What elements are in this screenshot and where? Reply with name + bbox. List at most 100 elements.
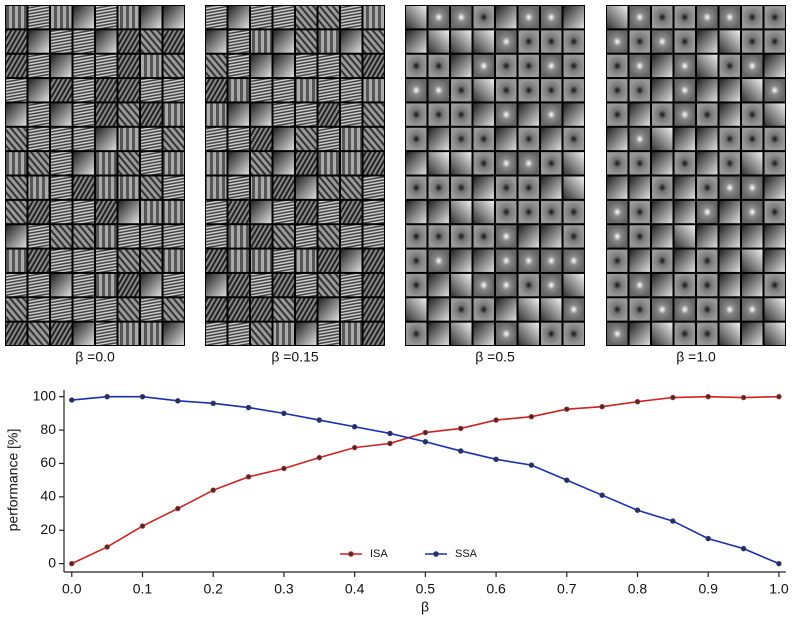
- filter-tile: [563, 6, 584, 29]
- filter-tile: [296, 249, 317, 272]
- filter-tile: [96, 127, 117, 151]
- filter-tile: [206, 200, 227, 224]
- filter-tile: [518, 322, 539, 345]
- filter-tile: [496, 273, 517, 297]
- filter-tile: [296, 103, 317, 126]
- filter-tile: [629, 200, 650, 224]
- filter-tile: [51, 152, 72, 175]
- filter-tile: [764, 200, 785, 224]
- filter-tile: [719, 322, 740, 345]
- filter-tile: [296, 79, 317, 102]
- filter-tile: [141, 79, 162, 102]
- data-point: [493, 456, 499, 462]
- filter-panels: [5, 5, 786, 346]
- filter-tile: [764, 298, 785, 321]
- filter-tile: [764, 176, 785, 199]
- filter-tile: [341, 152, 362, 175]
- filter-tile: [674, 79, 695, 102]
- filter-tile: [96, 322, 117, 345]
- filter-tile: [764, 30, 785, 53]
- filter-tile: [629, 298, 650, 321]
- filter-tile: [73, 200, 94, 224]
- data-point: [528, 414, 535, 420]
- filter-tile: [251, 6, 272, 29]
- filter-tile: [28, 79, 49, 102]
- filter-tile: [496, 54, 517, 78]
- filter-tile: [764, 6, 785, 29]
- filter-tile: [742, 152, 763, 175]
- filter-tile: [541, 127, 562, 151]
- filter-tile: [273, 30, 294, 53]
- filter-tile: [518, 249, 539, 272]
- filter-tile: [251, 79, 272, 102]
- filter-tile: [73, 54, 94, 78]
- filter-tile: [697, 30, 718, 53]
- filter-tile: [496, 6, 517, 29]
- filter-tile: [473, 152, 494, 175]
- filter-tile: [428, 298, 449, 321]
- filter-tile: [518, 225, 539, 248]
- filter-tile: [251, 298, 272, 321]
- filter-tile: [251, 127, 272, 151]
- filter-tile: [697, 103, 718, 126]
- filter-tile: [518, 298, 539, 321]
- filter-tile: [742, 176, 763, 199]
- filter-tile: [473, 103, 494, 126]
- filter-tile: [428, 176, 449, 199]
- filter-tile: [273, 103, 294, 126]
- filter-tile: [96, 225, 117, 248]
- filter-tile: [273, 249, 294, 272]
- data-point: [175, 505, 181, 512]
- data-point: [705, 535, 711, 542]
- filter-tile: [473, 322, 494, 345]
- filter-tile: [118, 249, 139, 272]
- filter-tile: [697, 176, 718, 199]
- filter-tile: [742, 249, 763, 272]
- filter-tile: [318, 127, 339, 151]
- filter-tile: [118, 127, 139, 151]
- filter-tile: [496, 176, 517, 199]
- filter-tile: [206, 103, 227, 126]
- filter-tile: [96, 249, 117, 272]
- filter-tile: [296, 298, 317, 321]
- filter-tile: [363, 176, 384, 199]
- filter-tile: [742, 273, 763, 297]
- filter-tile: [206, 30, 227, 53]
- filter-tile: [674, 30, 695, 53]
- filter-tile: [607, 273, 628, 297]
- filter-tile: [406, 103, 427, 126]
- filter-tile: [341, 103, 362, 126]
- filter-tile: [451, 176, 472, 199]
- filter-tile: [6, 30, 27, 53]
- filter-tile: [719, 298, 740, 321]
- data-point: [210, 400, 216, 407]
- data-point: [670, 394, 676, 401]
- filter-tile: [541, 225, 562, 248]
- filter-tile: [296, 225, 317, 248]
- filter-tile: [96, 273, 117, 297]
- filter-tile: [518, 152, 539, 175]
- filter-tile: [228, 127, 249, 151]
- filter-tile: [742, 79, 763, 102]
- filter-tile: [141, 176, 162, 199]
- filter-tile: [206, 54, 227, 78]
- filter-tile: [96, 6, 117, 29]
- data-point: [422, 429, 429, 436]
- filter-tile: [206, 79, 227, 102]
- filter-tile: [541, 54, 562, 78]
- filter-tile: [341, 249, 362, 272]
- filter-tile: [451, 79, 472, 102]
- x-tick-label: 0.7: [557, 581, 577, 597]
- filter-tile: [318, 152, 339, 175]
- filter-tile: [451, 225, 472, 248]
- data-point: [776, 560, 782, 567]
- filter-tile: [273, 298, 294, 321]
- filter-tile: [629, 322, 650, 345]
- filter-tile: [742, 322, 763, 345]
- filter-tile: [563, 298, 584, 321]
- filter-tile: [742, 30, 763, 53]
- filter-tile: [428, 103, 449, 126]
- filter-tile: [496, 298, 517, 321]
- filter-tile: [228, 6, 249, 29]
